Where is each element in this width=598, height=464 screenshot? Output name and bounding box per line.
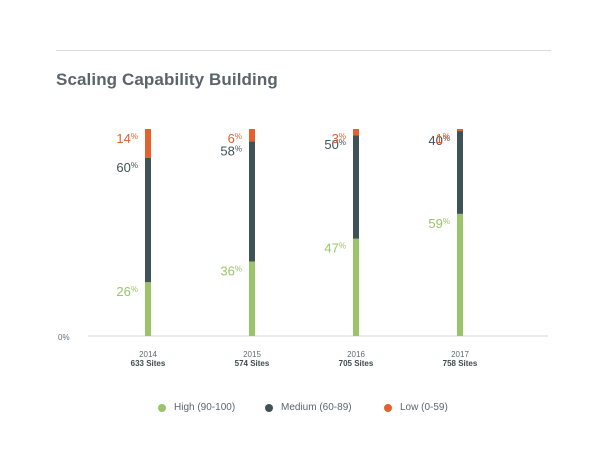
value-number: 50 — [324, 137, 338, 152]
value-label-2015-0: 36% — [220, 263, 242, 278]
value-suffix: % — [235, 144, 242, 153]
value-number: 36 — [220, 263, 234, 278]
value-suffix: % — [235, 132, 242, 141]
legend-swatch — [265, 403, 273, 412]
value-number: 58 — [220, 143, 234, 158]
bar-segment-2015-0 — [249, 261, 255, 336]
category-sublabel-2015: 574 Sites — [235, 359, 270, 368]
value-label-2016-2: 3% — [332, 131, 346, 146]
chart-title: Scaling Capability Building — [56, 70, 278, 89]
value-number: 60 — [116, 160, 130, 175]
value-number: 40 — [428, 133, 442, 148]
category-label-2016: 2016 — [347, 350, 365, 359]
legend-label: High (90-100) — [174, 402, 236, 413]
chart-legend: High (90-100) Medium (60-89) Low (0-59) — [0, 402, 598, 420]
value-suffix: % — [235, 264, 242, 273]
legend-item-1: Medium (60-89) — [265, 402, 352, 413]
value-label-2015-1: 58% — [220, 143, 242, 158]
top-divider — [56, 50, 551, 51]
value-suffix: % — [131, 161, 138, 170]
category-sublabel-2017: 758 Sites — [443, 359, 478, 368]
value-number: 6 — [228, 131, 235, 146]
bar-segment-2014-2 — [145, 129, 151, 158]
bar-segment-2016-2 — [353, 129, 359, 136]
value-number: 14 — [116, 131, 130, 146]
value-suffix: % — [339, 132, 346, 141]
bar-segment-2015-1 — [249, 141, 255, 262]
value-label-2017-2: 1% — [436, 131, 450, 146]
legend-item-0: High (90-100) — [158, 402, 235, 413]
category-sublabel-2014: 633 Sites — [131, 359, 166, 368]
category-label-2014: 2014 — [139, 350, 157, 359]
legend-item-2: Low (0-59) — [384, 402, 448, 413]
value-label-2016-0: 47% — [324, 241, 346, 256]
legend-swatch — [384, 403, 392, 412]
value-label-2014-1: 60% — [116, 160, 138, 175]
legend-label: Medium (60-89) — [281, 402, 352, 413]
bar-segment-2017-1 — [457, 131, 463, 214]
value-number: 3 — [332, 131, 339, 146]
y-axis-zero-label: 0% — [58, 333, 70, 342]
value-label-2015-2: 6% — [228, 131, 242, 146]
category-label-2015: 2015 — [243, 350, 261, 359]
category-label-2017: 2017 — [451, 350, 469, 359]
bar-segment-2014-0 — [145, 282, 151, 336]
value-number: 26 — [116, 284, 130, 299]
bar-segment-2017-0 — [457, 213, 463, 336]
legend-label: Low (0-59) — [400, 402, 448, 413]
value-suffix: % — [443, 134, 450, 143]
category-sublabel-2016: 705 Sites — [339, 359, 374, 368]
value-suffix: % — [443, 132, 450, 141]
value-suffix: % — [131, 132, 138, 141]
value-suffix: % — [131, 285, 138, 294]
bar-segment-2017-2 — [457, 129, 463, 132]
value-number: 59 — [428, 216, 442, 231]
value-suffix: % — [339, 138, 346, 147]
bar-segment-2016-1 — [353, 135, 359, 239]
value-label-2014-2: 14% — [116, 131, 138, 146]
value-number: 47 — [324, 241, 338, 256]
value-label-2014-0: 26% — [116, 284, 138, 299]
legend-swatch — [158, 403, 166, 412]
value-label-2017-1: 40% — [428, 133, 450, 148]
bar-segment-2015-2 — [249, 129, 255, 142]
value-label-2016-1: 50% — [324, 137, 346, 152]
bar-segment-2016-0 — [353, 238, 359, 336]
value-suffix: % — [339, 242, 346, 251]
bar-segment-2014-1 — [145, 157, 151, 283]
value-suffix: % — [443, 217, 450, 226]
value-number: 1 — [436, 131, 443, 146]
value-label-2017-0: 59% — [428, 216, 450, 231]
